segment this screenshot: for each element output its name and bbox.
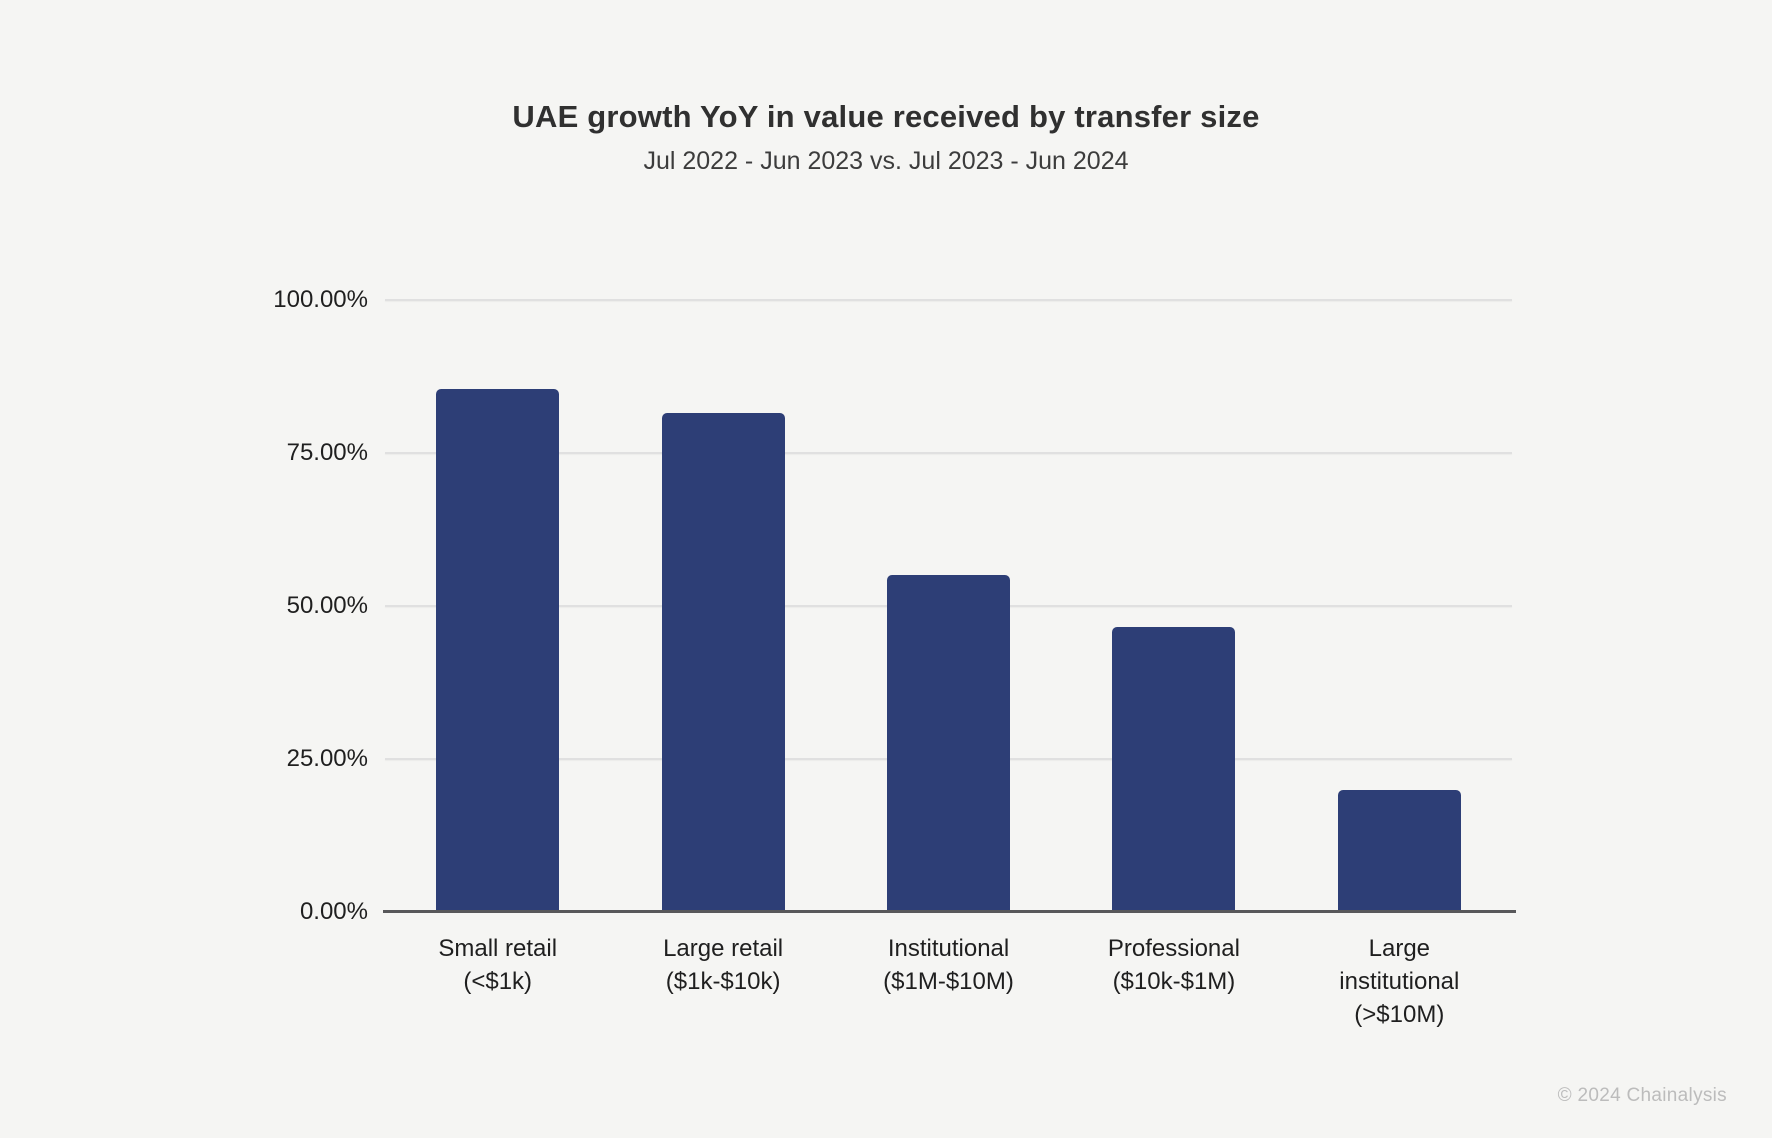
x-axis-baseline xyxy=(383,910,1516,913)
plot-area: 100.00% 75.00% 50.00% 25.00% 0.00% Small ret… xyxy=(273,286,1516,1028)
y-tick-label-25.00%: 25.00% xyxy=(286,745,368,772)
y-tick-label-75.00%: 75.00% xyxy=(286,439,368,466)
x-category-label-large-retail-1k-10k: Large retail ($1k-$10k) xyxy=(663,935,784,996)
x-category-label-large-institutional-10m: Large institutional (>$10M) xyxy=(1339,935,1460,1029)
x-category-label-institutional-1m-10m: Institutional ($1M-$10M) xyxy=(883,935,1014,996)
y-tick-label-50.00%: 50.00% xyxy=(286,592,368,619)
bar-professional-10k-1m xyxy=(1112,627,1236,912)
bar-slot-professional-10k-1m xyxy=(1061,300,1286,912)
y-tick-label-0.00%: 0.00% xyxy=(299,898,368,925)
copyright-credit: © 2024 Chainalysis xyxy=(1557,1085,1727,1106)
bar-small-retail-1k xyxy=(436,388,560,912)
gridline-100.00% xyxy=(385,299,1512,301)
gridline-75.00% xyxy=(385,452,1512,454)
bar-institutional-1m-10m xyxy=(887,575,1011,912)
bars-group xyxy=(385,300,1512,912)
chart-title: UAE growth YoY in value received by tran… xyxy=(512,99,1260,134)
x-category-label-small-retail-1k: Small retail (<$1k) xyxy=(438,935,558,996)
x-category-label-professional-10k-1m: Professional ($10k-$1M) xyxy=(1107,935,1240,996)
x-axis-category-labels: Small retail (<$1k) Large retail ($1k-$10… xyxy=(385,932,1512,1031)
bar-slot-institutional-1m-10m xyxy=(836,300,1061,912)
bar-large-institutional-10m xyxy=(1337,789,1461,912)
bar-slot-large-institutional-10m xyxy=(1287,300,1512,912)
chart-subtitle: Jul 2022 - Jun 2023 vs. Jul 2023 - Jun 2… xyxy=(643,147,1129,175)
bar-slot-small-retail-1k xyxy=(385,300,610,912)
bar-large-retail-1k-10k xyxy=(661,413,785,912)
y-tick-label-100.00%: 100.00% xyxy=(273,286,368,313)
bar-slot-large-retail-1k-10k xyxy=(610,300,835,912)
